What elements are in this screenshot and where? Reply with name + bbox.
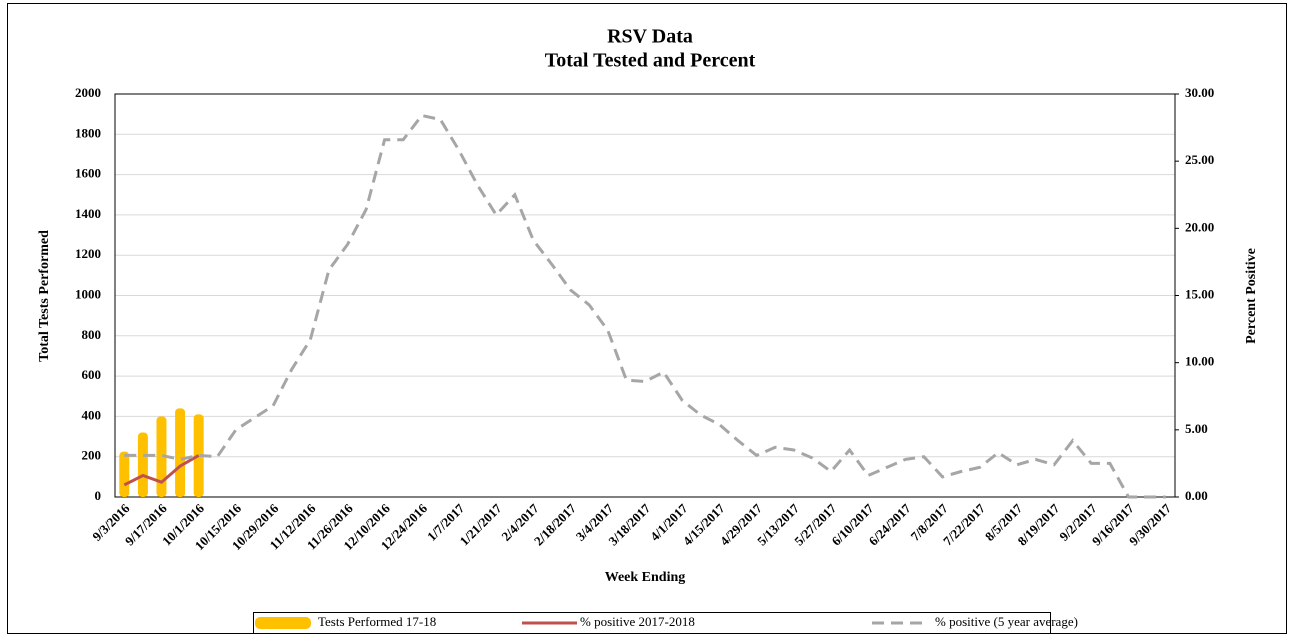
- y-tick-label: 2000: [75, 85, 101, 100]
- plot-border: [114, 93, 1176, 498]
- y-tick-label: 600: [82, 367, 102, 382]
- y2-tick-label: 0.00: [1185, 488, 1208, 503]
- chart-title: RSV Data: [607, 26, 693, 48]
- y-tick-label: 1000: [75, 286, 101, 301]
- bar: [119, 451, 130, 497]
- y2-tick-label: 15.00: [1185, 286, 1214, 301]
- legend-label: Tests Performed 17-18: [318, 614, 436, 629]
- y2-tick-label: 25.00: [1185, 152, 1214, 167]
- y-tick-label: 1400: [75, 206, 101, 221]
- y2-tick-label: 10.00: [1185, 354, 1214, 369]
- y-tick-label: 1200: [75, 246, 101, 261]
- y-tick-label: 1800: [75, 125, 101, 140]
- legend-label: % positive (5 year average): [935, 614, 1078, 629]
- chart-subtitle: Total Tested and Percent: [545, 50, 756, 72]
- bar: [175, 408, 186, 497]
- line-series: [123, 454, 200, 487]
- y-tick-label: 1600: [75, 166, 101, 181]
- y2-axis-title: Percent Positive: [1244, 248, 1259, 344]
- y-tick-label: 400: [82, 407, 102, 422]
- legend-box: [253, 612, 1051, 634]
- legend-label: % positive 2017-2018: [580, 614, 695, 629]
- y2-tick-label: 20.00: [1185, 219, 1214, 234]
- y2-tick-label: 5.00: [1185, 421, 1208, 436]
- bar: [156, 416, 167, 497]
- y-tick-label: 0: [95, 488, 102, 503]
- bar: [137, 432, 148, 497]
- y-axis-title: Total Tests Performed: [37, 230, 52, 362]
- line-series: [124, 113, 1166, 499]
- x-axis-title: Week Ending: [605, 570, 686, 585]
- y-tick-label: 200: [82, 448, 102, 463]
- y-tick-label: 800: [82, 327, 102, 342]
- y2-tick-label: 30.00: [1185, 85, 1214, 100]
- chart-border: [7, 3, 1287, 634]
- legend-swatch: [255, 617, 311, 629]
